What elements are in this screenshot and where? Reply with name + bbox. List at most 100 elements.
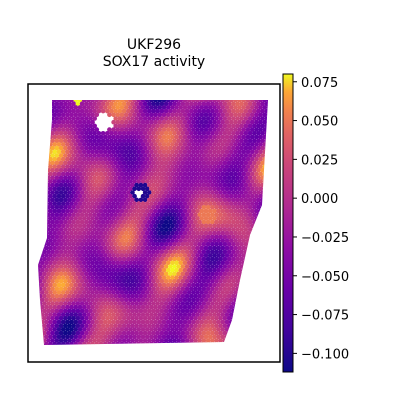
spot xyxy=(256,249,261,254)
spot xyxy=(102,193,108,199)
spot xyxy=(237,238,242,243)
spot xyxy=(71,175,76,180)
spot xyxy=(77,297,83,303)
spot xyxy=(105,279,110,284)
spot xyxy=(237,327,242,332)
spot xyxy=(65,238,70,243)
spot xyxy=(228,312,234,317)
spot xyxy=(199,105,205,110)
spot xyxy=(182,267,188,273)
spot xyxy=(38,149,41,155)
spot xyxy=(178,312,184,317)
spot xyxy=(144,164,150,169)
spot xyxy=(58,264,64,269)
spot xyxy=(203,327,209,332)
spot xyxy=(174,312,179,317)
spot xyxy=(170,282,175,288)
spot xyxy=(153,327,158,332)
spot xyxy=(86,304,91,310)
spot xyxy=(105,168,110,173)
spot xyxy=(88,264,93,269)
spot xyxy=(174,119,179,125)
spot xyxy=(142,234,148,240)
spot xyxy=(60,319,66,325)
spot xyxy=(54,116,60,121)
spot xyxy=(203,112,209,118)
spot xyxy=(54,242,60,247)
spot xyxy=(159,242,165,247)
spot xyxy=(193,256,198,262)
spot xyxy=(92,145,97,151)
spot xyxy=(161,275,167,280)
spot xyxy=(54,205,60,210)
spot xyxy=(84,286,89,292)
spot xyxy=(266,260,268,266)
spot xyxy=(239,108,244,114)
spot xyxy=(81,341,87,345)
spot xyxy=(102,171,108,177)
spot xyxy=(184,205,190,210)
spot xyxy=(189,219,194,225)
spot xyxy=(58,286,64,292)
spot xyxy=(245,223,251,229)
spot xyxy=(121,197,127,203)
spot xyxy=(170,149,175,155)
spot xyxy=(260,264,266,269)
spot xyxy=(113,271,118,277)
spot xyxy=(119,230,125,236)
spot xyxy=(98,312,104,317)
spot xyxy=(130,330,135,336)
spot xyxy=(203,156,209,162)
spot xyxy=(65,119,70,125)
spot xyxy=(56,142,62,147)
spot xyxy=(174,201,179,206)
spot xyxy=(180,286,186,292)
spot xyxy=(130,205,135,210)
spot xyxy=(94,267,100,273)
spot xyxy=(193,242,198,247)
spot xyxy=(48,275,53,280)
spot xyxy=(109,316,114,321)
spot xyxy=(77,127,83,132)
spot xyxy=(174,260,179,266)
spot xyxy=(77,149,83,155)
spot xyxy=(212,179,217,184)
spot xyxy=(86,156,91,162)
spot xyxy=(199,201,205,206)
spot xyxy=(205,138,211,143)
spot xyxy=(180,316,186,321)
spot xyxy=(44,127,49,132)
spot xyxy=(165,216,171,221)
spot xyxy=(75,330,81,336)
spot xyxy=(42,323,47,329)
spot xyxy=(184,160,190,166)
spot xyxy=(239,234,244,240)
spot xyxy=(98,341,104,345)
spot xyxy=(46,123,51,129)
spot xyxy=(201,286,207,292)
spot xyxy=(115,327,121,332)
spot xyxy=(256,323,261,329)
spot xyxy=(71,101,76,106)
spot xyxy=(119,112,125,118)
spot xyxy=(140,275,146,280)
spot xyxy=(222,182,228,188)
spot xyxy=(134,242,139,247)
spot xyxy=(220,186,226,192)
spot xyxy=(134,123,139,129)
spot xyxy=(107,179,112,184)
spot xyxy=(252,256,257,262)
spot xyxy=(161,119,167,125)
spot xyxy=(52,171,58,177)
spot xyxy=(212,260,217,266)
spot xyxy=(115,164,121,169)
spot xyxy=(75,301,81,306)
spot xyxy=(92,234,97,240)
spot xyxy=(111,186,116,192)
spot xyxy=(224,245,230,251)
spot xyxy=(163,323,169,329)
spot xyxy=(149,304,154,310)
spot xyxy=(180,323,186,329)
spot xyxy=(136,304,142,310)
spot xyxy=(77,253,83,258)
